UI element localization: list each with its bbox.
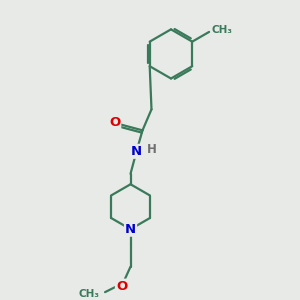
Text: CH₃: CH₃ <box>78 289 99 298</box>
Text: N: N <box>131 145 142 158</box>
Text: O: O <box>109 116 120 129</box>
Text: N: N <box>125 223 136 236</box>
Text: O: O <box>116 280 127 292</box>
Text: CH₃: CH₃ <box>212 25 233 34</box>
Text: H: H <box>147 143 157 156</box>
